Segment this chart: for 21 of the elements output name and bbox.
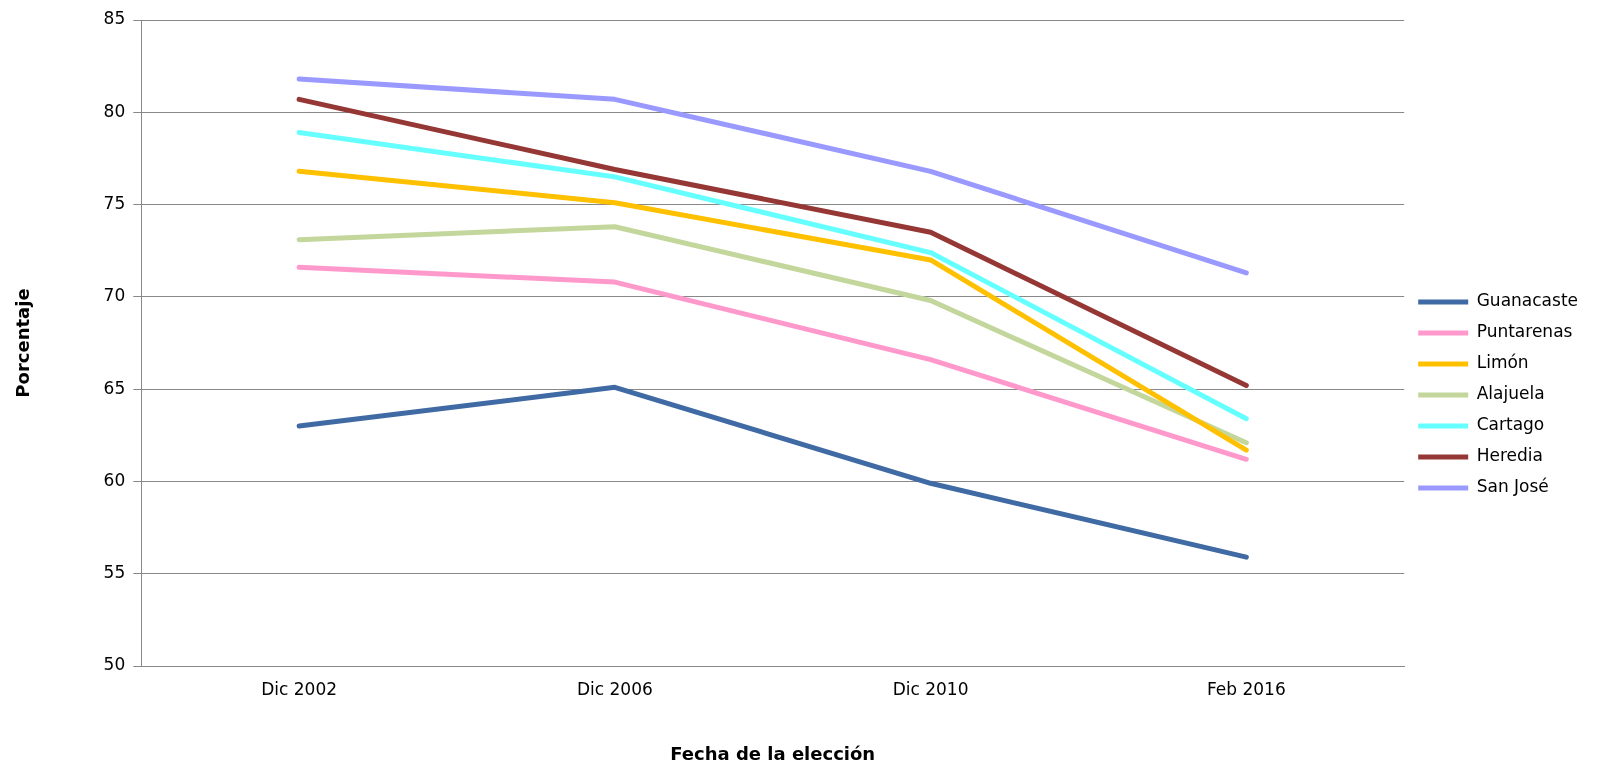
- legend-label: Puntarenas: [1476, 321, 1573, 342]
- x-axis-title: Fecha de la elección: [670, 742, 876, 764]
- y-tick-label: 50: [103, 654, 126, 675]
- y-tick-label: 85: [103, 8, 126, 29]
- y-tick-label: 75: [103, 192, 126, 213]
- y-tick-label: 70: [103, 285, 126, 306]
- x-tick-label: Dic 2010: [892, 678, 969, 699]
- legend-label: Limón: [1476, 352, 1529, 373]
- legend-label: Guanacaste: [1476, 290, 1579, 311]
- legend-label: Alajuela: [1476, 383, 1545, 404]
- y-tick-label: 80: [103, 100, 126, 121]
- legend-label: Heredia: [1476, 445, 1543, 466]
- x-tick-label: Feb 2016: [1206, 678, 1286, 699]
- legend-label: Cartago: [1476, 414, 1545, 435]
- y-tick-label: 60: [103, 469, 126, 490]
- y-axis-title: Porcentaje: [12, 288, 34, 398]
- y-tick-label: 55: [103, 562, 126, 583]
- x-tick-label: Dic 2006: [576, 678, 653, 699]
- legend-label: San José: [1476, 476, 1549, 497]
- x-tick-label: Dic 2002: [261, 678, 338, 699]
- y-tick-label: 65: [103, 377, 126, 398]
